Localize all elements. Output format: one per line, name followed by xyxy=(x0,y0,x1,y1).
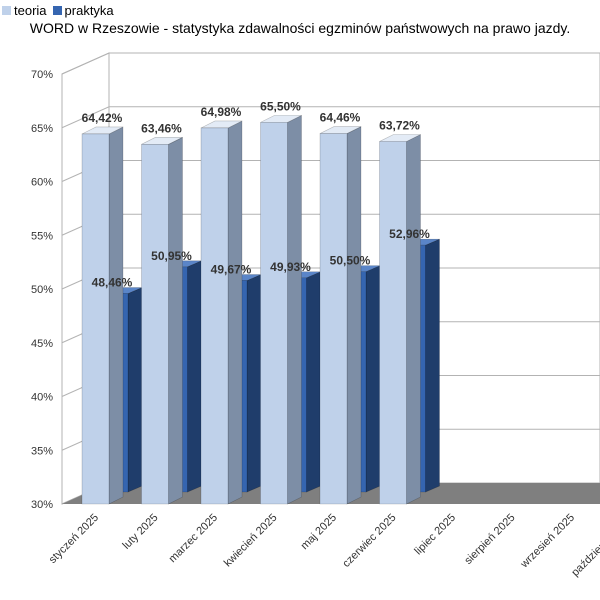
x-tick-label: czerwiec 2025 xyxy=(340,512,398,570)
y-tick-label: 40% xyxy=(31,392,53,404)
bar-teoria-side xyxy=(227,120,243,505)
data-label-teoria: 64,46% xyxy=(320,111,361,125)
y-tick-label: 60% xyxy=(31,177,53,189)
x-tick-label: kwiecień 2025 xyxy=(222,512,280,570)
y-tick-label: 50% xyxy=(31,284,53,296)
y-tick-label: 30% xyxy=(31,499,53,511)
chart-title: WORD w Rzeszowie - statystyka zdawalnośc… xyxy=(29,20,571,36)
x-tick-label: marzec 2025 xyxy=(167,512,220,565)
bar-teoria-front xyxy=(319,133,348,505)
data-label-teoria: 64,42% xyxy=(82,111,123,125)
y-tick-label: 55% xyxy=(31,230,53,242)
x-tick-label: wrzesień 2025 xyxy=(518,512,577,571)
legend-label-teoria: teoria xyxy=(14,2,47,18)
y-tick-label: 45% xyxy=(31,338,53,350)
bar-teoria xyxy=(319,126,362,505)
bar-teoria-side xyxy=(168,136,183,505)
y-tick-label: 65% xyxy=(31,123,53,135)
data-label-praktyka: 49,67% xyxy=(211,263,252,277)
data-label-praktyka: 50,50% xyxy=(330,254,371,268)
data-label-teoria: 63,72% xyxy=(379,119,420,133)
y-tick-label: 70% xyxy=(31,69,53,81)
data-label-praktyka: 52,96% xyxy=(389,227,430,241)
bar-teoria xyxy=(81,126,124,505)
bar-teoria-front xyxy=(81,133,110,505)
bar-teoria xyxy=(200,120,243,505)
legend-swatch-praktyka xyxy=(52,5,62,15)
bar-praktyka-side xyxy=(127,287,143,493)
bar-teoria xyxy=(379,134,421,505)
x-tick-label: styczeń 2025 xyxy=(47,512,101,566)
x-tick-label: sierpień 2025 xyxy=(462,512,517,567)
bar-praktyka-side xyxy=(365,265,381,493)
x-tick-label: maj 2025 xyxy=(299,512,339,552)
legend-label-praktyka: praktyka xyxy=(64,2,114,18)
legend-item-praktyka: praktyka xyxy=(52,2,114,18)
legend-item-teoria: teoria xyxy=(2,3,47,18)
gridline xyxy=(61,52,600,75)
bar-praktyka-side xyxy=(306,271,321,493)
legend-swatch-teoria xyxy=(2,5,11,15)
data-label-teoria: 65,50% xyxy=(260,99,301,113)
data-label-praktyka: 49,93% xyxy=(270,260,311,274)
bar-teoria xyxy=(141,136,183,505)
bar-praktyka-side xyxy=(187,260,202,493)
bar-praktyka-side xyxy=(246,274,262,493)
data-label-praktyka: 48,46% xyxy=(92,276,133,290)
data-label-teoria: 63,46% xyxy=(141,121,182,135)
x-tick-label: lipiec 2025 xyxy=(412,512,458,558)
bar-teoria xyxy=(260,114,302,505)
bar-praktyka-side xyxy=(425,238,440,493)
bar-teoria-side xyxy=(406,134,421,505)
gridline xyxy=(61,106,600,129)
data-label-praktyka: 50,95% xyxy=(151,249,192,263)
y-tick-label: 35% xyxy=(31,445,53,457)
bar-teoria-side xyxy=(287,114,302,505)
bar-teoria-front xyxy=(141,144,169,505)
legend: teoria praktyka xyxy=(2,2,120,18)
bar-teoria-front xyxy=(200,127,229,505)
bar-teoria-front xyxy=(379,141,407,505)
x-tick-label: luty 2025 xyxy=(121,512,161,552)
bar-teoria-side xyxy=(108,126,124,505)
bar-teoria-side xyxy=(346,126,362,505)
bar-teoria-front xyxy=(260,122,288,505)
data-label-teoria: 64,98% xyxy=(201,105,242,119)
